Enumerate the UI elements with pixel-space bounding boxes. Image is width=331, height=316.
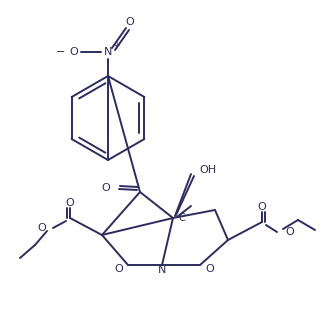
Text: C: C [179,213,185,223]
Text: O: O [37,223,46,233]
Text: O: O [285,227,294,237]
Text: O: O [126,17,134,27]
Text: −: − [56,47,65,57]
Text: O: O [258,202,266,212]
Text: +: + [113,41,119,51]
Text: O: O [101,183,110,193]
Text: N: N [104,47,112,57]
Text: N: N [158,265,166,275]
Text: OH: OH [199,165,216,175]
Text: O: O [70,47,78,57]
Text: O: O [66,198,74,208]
Text: O: O [205,264,214,274]
Text: O: O [114,264,123,274]
